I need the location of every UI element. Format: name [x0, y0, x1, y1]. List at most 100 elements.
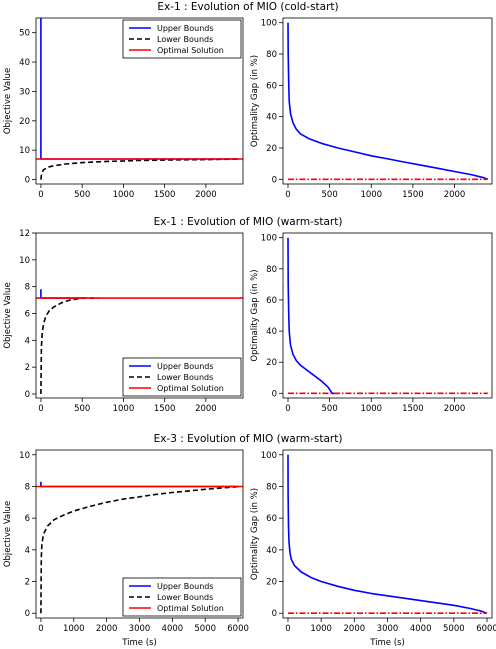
x-tick-label: 2000 [444, 190, 466, 200]
legend-label: Optimal Solution [157, 46, 224, 55]
plot-frame [282, 449, 493, 619]
x-tick-label: 500 [74, 190, 90, 200]
y-tick-label: 80 [266, 50, 277, 60]
y-tick-label: 80 [266, 482, 277, 492]
y-tick-label: 100 [261, 234, 277, 244]
row-title-3: Ex-3 : Evolution of MIO (warm-start) [154, 433, 343, 445]
y-tick-label: 0 [272, 389, 277, 399]
y-tick-label: 100 [261, 451, 277, 461]
series-group [287, 454, 488, 615]
series-line-optimality-gap [287, 22, 489, 181]
y-tick-label: 10 [19, 146, 30, 156]
plot-frame [35, 232, 244, 399]
y-tick-label: 50 [19, 29, 30, 39]
panel-2: 0 500 1000 1500 2000 0 20 40 60 80 100 Optimality G… [250, 17, 493, 200]
y-axis-label: Objective Value [3, 68, 13, 134]
y-tick-label: 0 [272, 609, 277, 619]
x-tick-label: 0 [285, 190, 290, 200]
legend-label: Upper Bounds [157, 24, 214, 33]
y-tick-label: 30 [19, 87, 30, 97]
legend-label: Lower Bounds [157, 593, 213, 602]
x-tick-label: 4000 [410, 624, 432, 634]
x-tick-label: 0 [285, 404, 290, 414]
series-group [287, 22, 489, 181]
x-tick-label: 3000 [377, 624, 399, 634]
x-tick-label: 1500 [402, 404, 424, 414]
panel-6: 0 1000 2000 3000 4000 5000 6000 0 20 40 60 80 100 Opt… [250, 449, 496, 648]
y-axis-label: Optimality Gap (in %) [250, 269, 260, 361]
y-tick-label: 40 [266, 546, 277, 556]
y-tick-label: 6 [25, 309, 30, 319]
y-tick-label: 4 [25, 546, 30, 556]
plot-frame [35, 17, 244, 185]
legend-box [122, 357, 242, 397]
y-tick-label: 20 [266, 144, 277, 154]
x-axis-label: Time (s) [121, 638, 157, 648]
series-line-optimality-gap [287, 237, 338, 395]
x-tick-label: 2000 [195, 190, 217, 200]
panel-5: 0 1000 2000 3000 4000 5000 6000 0 2 4 6 8 10 Objectiv… [3, 449, 249, 648]
y-tick-label: 8 [25, 482, 30, 492]
y-tick-label: 60 [266, 296, 277, 306]
y-tick-label: 60 [266, 81, 277, 91]
y-tick-label: 2 [25, 578, 30, 588]
x-tick-label: 1000 [360, 404, 382, 414]
y-tick-label: 2 [25, 363, 30, 373]
series-group [36, 481, 243, 614]
row-title-2: Ex-1 : Evolution of MIO (warm-start) [154, 216, 343, 228]
x-tick-label: 1500 [402, 190, 424, 200]
series-group [36, 289, 243, 395]
legend-label: Lower Bounds [157, 373, 213, 382]
legend-label: Upper Bounds [157, 362, 214, 371]
x-tick-label: 0 [285, 624, 290, 634]
x-tick-label: 1000 [113, 404, 135, 414]
legend: Upper Bounds Lower Bounds Optimal Solution [122, 577, 242, 617]
legend-box [122, 19, 242, 59]
x-tick-label: 0 [38, 404, 43, 414]
y-tick-label: 12 [19, 229, 30, 239]
legend: Upper Bounds Lower Bounds Optimal Solution [122, 357, 242, 397]
y-tick-label: 0 [25, 176, 30, 186]
plot-frame [282, 17, 493, 185]
series-line-optimality-gap [287, 454, 488, 614]
x-tick-label: 6000 [476, 624, 496, 634]
legend-box [122, 577, 242, 617]
x-tick-label: 500 [322, 404, 338, 414]
y-tick-label: 10 [19, 451, 30, 461]
x-tick-label: 1500 [154, 404, 176, 414]
x-tick-label: 1000 [310, 624, 332, 634]
x-tick-label: 1000 [113, 190, 135, 200]
panel-1: 0 500 1000 1500 2000 0 10 20 30 40 50 Objective Val… [3, 17, 244, 200]
series-line-lower-bounds [40, 485, 239, 614]
row-title-1: Ex-1 : Evolution of MIO (cold-start) [157, 1, 338, 13]
x-tick-label: 500 [74, 404, 90, 414]
y-tick-label: 6 [25, 514, 30, 524]
y-tick-label: 8 [25, 283, 30, 293]
plot-frame [282, 232, 493, 399]
legend-label: Lower Bounds [157, 35, 213, 44]
x-tick-label: 1000 [360, 190, 382, 200]
y-tick-label: 100 [261, 19, 277, 29]
y-tick-label: 0 [272, 175, 277, 185]
x-tick-label: 500 [322, 190, 338, 200]
y-tick-label: 40 [19, 58, 30, 68]
y-tick-label: 40 [266, 327, 277, 337]
y-tick-label: 20 [19, 117, 30, 127]
x-tick-label: 2000 [444, 404, 466, 414]
series-line-lower-bounds [40, 158, 239, 180]
panel-4: 0 500 1000 1500 2000 0 20 40 60 80 100 Optimality G… [250, 232, 493, 414]
x-tick-label: 6000 [227, 624, 249, 634]
y-axis-label: Optimality Gap (in %) [250, 488, 260, 580]
x-tick-label: 0 [38, 624, 43, 634]
y-tick-label: 0 [25, 390, 30, 400]
x-tick-label: 2000 [96, 624, 118, 634]
x-tick-label: 2000 [344, 624, 366, 634]
x-tick-label: 2000 [195, 404, 217, 414]
y-tick-label: 4 [25, 336, 30, 346]
y-tick-label: 40 [266, 113, 277, 123]
legend-label: Optimal Solution [157, 604, 224, 613]
legend-label: Optimal Solution [157, 384, 224, 393]
x-tick-label: 4000 [162, 624, 184, 634]
y-axis-label: Objective Value [3, 501, 13, 567]
y-tick-label: 20 [266, 578, 277, 588]
